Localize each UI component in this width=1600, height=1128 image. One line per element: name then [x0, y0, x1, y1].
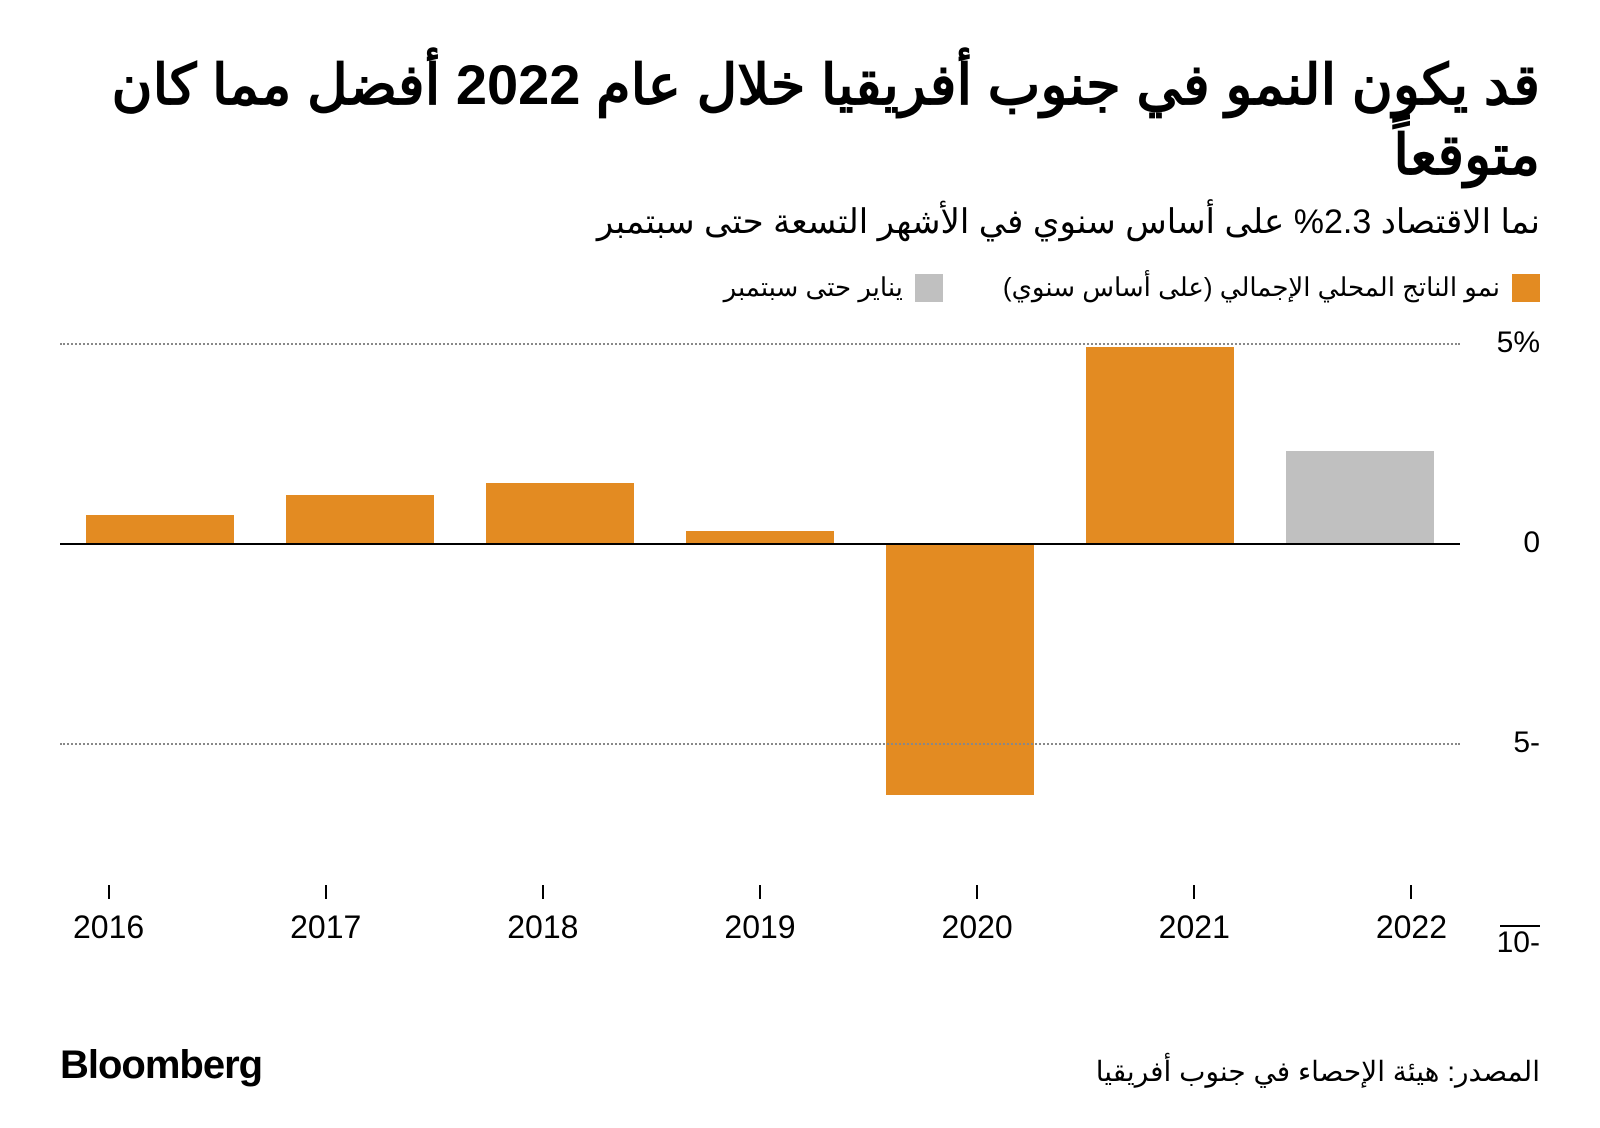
x-label: 2022	[1303, 909, 1520, 946]
footer: Bloomberg المصدر: هيئة الإحصاء في جنوب أ…	[60, 1043, 1540, 1088]
gridline	[60, 743, 1460, 745]
plot-area	[60, 343, 1460, 943]
y-axis: 5%0-5-10	[1470, 343, 1540, 943]
x-label: 2020	[869, 909, 1086, 946]
x-tickmark	[1193, 885, 1195, 899]
bar	[886, 543, 1034, 795]
x-tick: 2020	[869, 885, 1086, 946]
bar	[486, 483, 634, 543]
zero-line	[60, 543, 1460, 545]
chart-area: 5%0-5-10	[60, 343, 1540, 943]
x-tick: 2017	[217, 885, 434, 946]
y-tick-label: 5%	[1497, 326, 1540, 360]
x-label: 2021	[1086, 909, 1303, 946]
bars-container	[60, 343, 1460, 943]
x-label: 2018	[434, 909, 651, 946]
x-label: 2019	[651, 909, 868, 946]
x-label: 2016	[0, 909, 217, 946]
bar-slot	[460, 343, 660, 943]
x-tickmark	[108, 885, 110, 899]
x-tickmark	[976, 885, 978, 899]
x-tick: 2022	[1303, 885, 1520, 946]
x-tick: 2016	[0, 885, 217, 946]
bar-slot	[660, 343, 860, 943]
y-tick-label: -5	[1513, 726, 1540, 760]
x-axis: 2016201720182019202020212022	[0, 885, 1520, 946]
brand-logo: Bloomberg	[60, 1043, 262, 1088]
bar	[1286, 451, 1434, 543]
bar-slot	[1260, 343, 1460, 943]
legend-swatch-ytd	[915, 274, 943, 302]
x-tick: 2019	[651, 885, 868, 946]
bar	[686, 531, 834, 543]
bar-slot	[260, 343, 460, 943]
x-tick: 2018	[434, 885, 651, 946]
chart-title: قد يكون النمو في جنوب أفريقيا خلال عام 2…	[60, 50, 1540, 190]
x-tickmark	[759, 885, 761, 899]
gridline	[60, 343, 1460, 345]
x-tick: 2021	[1086, 885, 1303, 946]
source-text: المصدر: هيئة الإحصاء في جنوب أفريقيا	[1096, 1055, 1540, 1088]
legend-label-gdp: نمو الناتج المحلي الإجمالي (على أساس سنو…	[1003, 272, 1500, 303]
y-tick-label: 0	[1523, 526, 1540, 560]
bar-slot	[860, 343, 1060, 943]
x-label: 2017	[217, 909, 434, 946]
legend-swatch-gdp	[1512, 274, 1540, 302]
bar-slot	[60, 343, 260, 943]
bar	[286, 495, 434, 543]
bar	[1086, 347, 1234, 543]
legend-label-ytd: يناير حتى سبتمبر	[724, 272, 903, 303]
legend: نمو الناتج المحلي الإجمالي (على أساس سنو…	[60, 272, 1540, 303]
x-tickmark	[1410, 885, 1412, 899]
legend-item-gdp: نمو الناتج المحلي الإجمالي (على أساس سنو…	[1003, 272, 1540, 303]
x-tickmark	[542, 885, 544, 899]
legend-item-ytd: يناير حتى سبتمبر	[724, 272, 943, 303]
bar	[86, 515, 234, 543]
chart-subtitle: نما الاقتصاد 2.3% على أساس سنوي في الأشه…	[60, 202, 1540, 242]
x-tickmark	[325, 885, 327, 899]
bar-slot	[1060, 343, 1260, 943]
